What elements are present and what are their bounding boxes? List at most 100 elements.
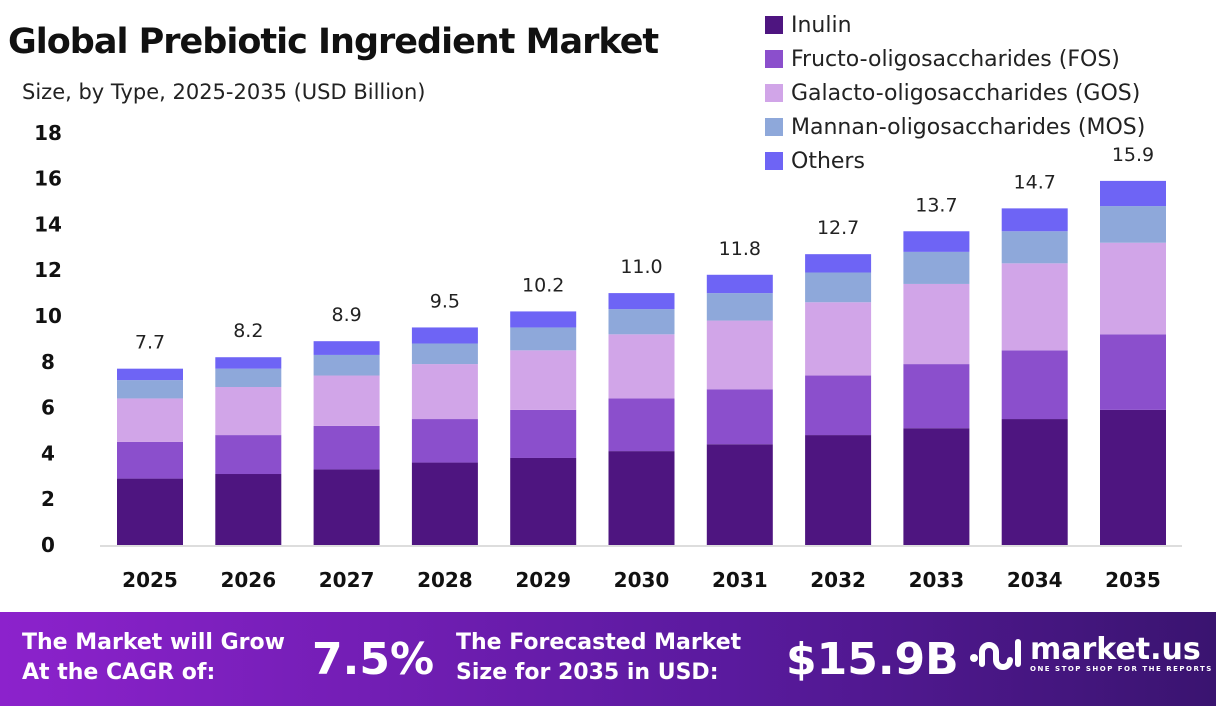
cagr-label-line2: At the CAGR of: <box>22 660 216 685</box>
total-label: 9.5 <box>430 290 460 312</box>
bar-segment <box>411 327 478 344</box>
cagr-value: 7.5% <box>312 634 435 685</box>
bar-segment <box>117 398 183 442</box>
bar-segment <box>608 334 675 399</box>
y-tick-label: 0 <box>41 533 55 557</box>
footer-banner: The Market will Grow At the CAGR of: 7.5… <box>0 612 1216 706</box>
bar-segment <box>313 354 380 376</box>
logo-name: market.us <box>1030 632 1201 667</box>
chart-subtitle: Size, by Type, 2025-2035 (USD Billion) <box>22 80 426 104</box>
bar-segment <box>903 283 970 365</box>
x-tick-label: 2035 <box>1105 568 1161 592</box>
bar-segment <box>903 251 970 284</box>
bar-segment <box>706 274 773 294</box>
size-value: $15.9B <box>786 634 959 685</box>
bar-segment <box>215 368 282 387</box>
bar-segment <box>608 451 675 545</box>
bar-segment <box>117 368 183 381</box>
bar-segment <box>1001 350 1068 420</box>
bar-segment <box>805 272 872 303</box>
bar-segment <box>411 364 478 420</box>
bar-segment <box>510 311 577 328</box>
legend-label: Inulin <box>791 12 852 38</box>
y-tick-label: 6 <box>41 396 55 420</box>
cagr-label-line1: The Market will Grow <box>22 630 285 655</box>
bar-segment <box>215 474 282 545</box>
logo-icon <box>970 639 1021 670</box>
x-tick-label: 2030 <box>614 568 670 592</box>
total-label: 12.7 <box>817 217 859 239</box>
bar-segment <box>706 389 773 445</box>
legend-item: Fructo-oligosaccharides (FOS) <box>765 42 1145 76</box>
total-label: 13.7 <box>915 194 957 216</box>
bar-segment <box>510 457 577 545</box>
chart-title: Global Prebiotic Ingredient Market <box>8 22 659 62</box>
bar-segment <box>1100 242 1166 335</box>
bar-segment <box>608 309 675 335</box>
x-tick-label: 2027 <box>319 568 375 592</box>
total-label: 11.0 <box>620 256 662 278</box>
bar-segment <box>1100 334 1166 410</box>
x-tick-label: 2031 <box>712 568 768 592</box>
legend-swatch <box>765 84 783 102</box>
bar-segment <box>117 478 183 545</box>
bar-segment <box>215 386 282 436</box>
legend-swatch <box>765 50 783 68</box>
bar-segment <box>903 428 970 545</box>
y-tick-label: 12 <box>34 258 62 282</box>
bar-segment <box>805 375 872 436</box>
bar-segment <box>1100 206 1166 243</box>
bar-segment <box>1100 409 1166 545</box>
total-label: 14.7 <box>1014 171 1056 193</box>
bar-segment <box>1001 208 1068 232</box>
y-tick-label: 4 <box>41 441 55 465</box>
bar-segment <box>215 435 282 475</box>
bar-segment <box>313 469 380 545</box>
logo-tagline: ONE STOP SHOP FOR THE REPORTS <box>1030 665 1213 673</box>
bar-segment <box>1001 263 1068 351</box>
y-tick-label: 14 <box>34 212 62 236</box>
total-label: 11.8 <box>719 238 761 260</box>
bar-segment <box>805 302 872 376</box>
legend-label: Mannan-oligosaccharides (MOS) <box>791 114 1146 140</box>
bar-segment <box>805 254 872 273</box>
legend-swatch <box>765 16 783 34</box>
bar-segment <box>706 293 773 321</box>
x-tick-label: 2026 <box>220 568 276 592</box>
bar-segment <box>313 341 380 355</box>
bar-segment <box>411 343 478 365</box>
x-tick-label: 2028 <box>417 568 473 592</box>
legend: Inulin Fructo-oligosaccharides (FOS) Galac… <box>765 8 1145 178</box>
x-tick-label: 2032 <box>810 568 866 592</box>
bar-segment <box>1001 231 1068 264</box>
bar-segment <box>411 462 478 545</box>
total-label: 8.9 <box>331 304 361 326</box>
x-tick-label: 2034 <box>1007 568 1063 592</box>
legend-label: Fructo-oligosaccharides (FOS) <box>791 46 1120 72</box>
cagr-label: The Market will Grow At the CAGR of: <box>22 628 285 688</box>
legend-item: Mannan-oligosaccharides (MOS) <box>765 110 1145 144</box>
size-label-line2: Size for 2035 in USD: <box>456 660 719 685</box>
bar-segment <box>903 364 970 429</box>
x-tick-label: 2029 <box>515 568 571 592</box>
bar-segment <box>805 435 872 545</box>
total-label: 15.9 <box>1112 144 1154 166</box>
x-tick-label: 2033 <box>909 568 965 592</box>
y-tick-label: 10 <box>34 304 62 328</box>
total-label: 8.2 <box>233 320 263 342</box>
total-label: 7.7 <box>135 332 165 354</box>
bar-segment <box>117 441 183 479</box>
y-tick-label: 8 <box>41 350 55 374</box>
size-label: The Forecasted Market Size for 2035 in U… <box>456 628 741 688</box>
legend-swatch <box>765 152 783 170</box>
legend-item: Galacto-oligosaccharides (GOS) <box>765 76 1145 110</box>
bar-segment <box>1001 419 1068 545</box>
legend-label: Galacto-oligosaccharides (GOS) <box>791 80 1141 106</box>
bar-segment <box>411 419 478 463</box>
legend-label: Others <box>791 148 865 174</box>
bar-segment <box>215 357 282 369</box>
bar-segment <box>608 293 675 310</box>
y-tick-label: 18 <box>34 121 62 145</box>
market-us-logo: market.us ONE STOP SHOP FOR THE REPORTS <box>968 634 1213 674</box>
bar-segment <box>510 409 577 458</box>
